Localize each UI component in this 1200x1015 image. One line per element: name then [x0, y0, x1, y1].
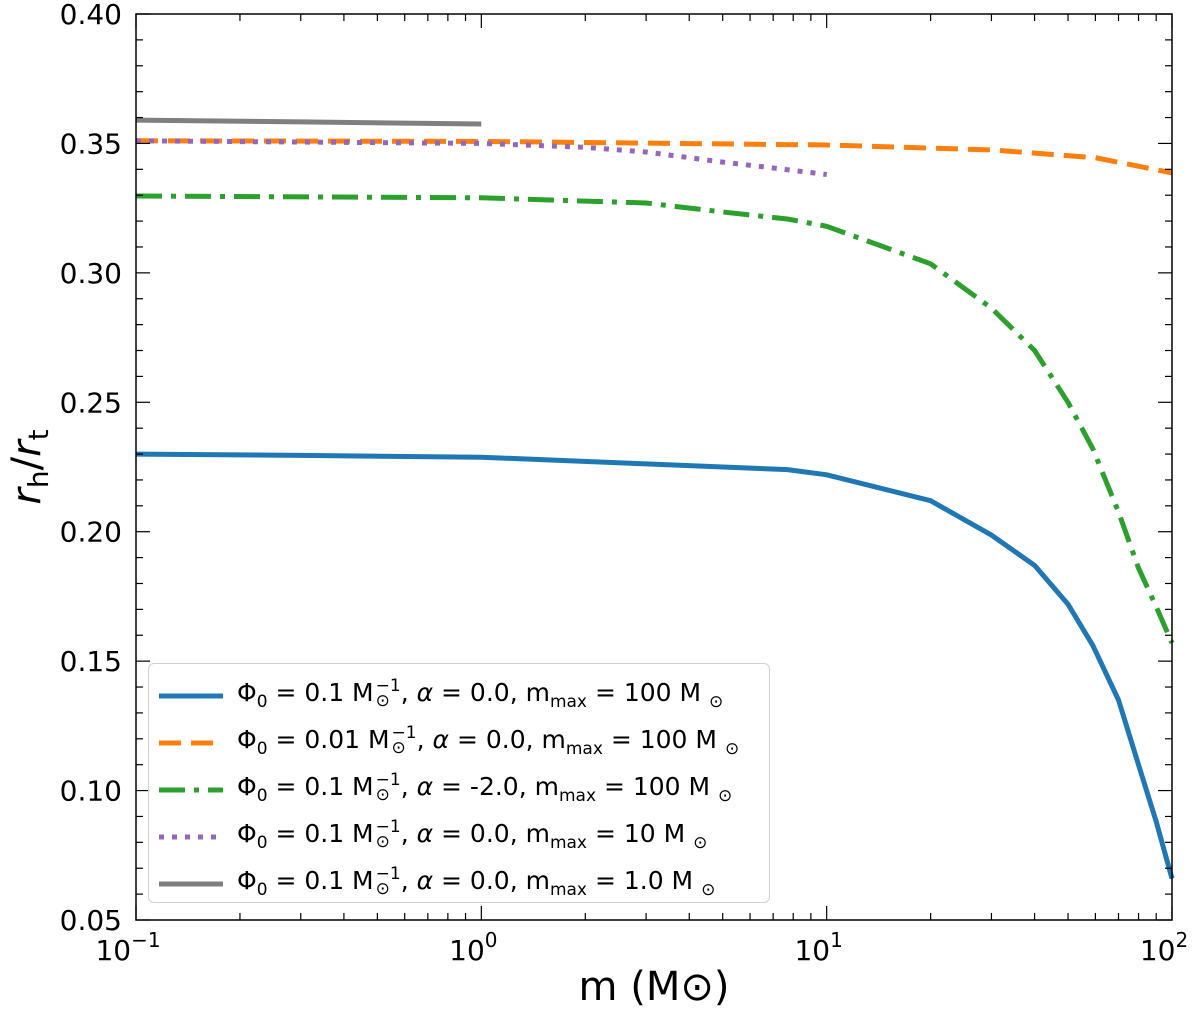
x-tick-label: 10−1 [95, 928, 160, 967]
legend-label: Φ0 = 0.1 M −1 ⊙, α = -2.0, mmax = 100 M ⊙ [237, 770, 733, 807]
series-line-3 [135, 193, 1175, 645]
legend-label: Φ0 = 0.1 M −1 ⊙, α = 0.0, mmax = 10 M ⊙ [237, 817, 708, 854]
legend-label: Φ0 = 0.1 M −1 ⊙, α = 0.0, mmax = 1.0 M ⊙ [237, 864, 716, 901]
y-tick-label: 0.15 [60, 645, 122, 678]
legend-swatch [159, 787, 223, 793]
x-tick-label: 101 [794, 928, 842, 967]
legend-entry: Φ0 = 0.1 M −1 ⊙, α = 0.0, mmax = 100 M ⊙ [149, 674, 769, 720]
legend-label: Φ0 = 0.01 M −1 ⊙, α = 0.0, mmax = 100 M ⊙ [237, 723, 740, 760]
y-tick-label: 0.30 [60, 257, 122, 290]
legend-swatch [159, 834, 223, 840]
series-line-5 [135, 117, 482, 127]
legend-swatch [159, 881, 223, 887]
legend-entry: Φ0 = 0.1 M −1 ⊙, α = -2.0, mmax = 100 M ⊙ [149, 768, 769, 814]
legend-label: Φ0 = 0.1 M −1 ⊙, α = 0.0, mmax = 100 M ⊙ [237, 676, 724, 713]
plot-frame [135, 13, 1173, 921]
series-line-1 [135, 451, 1175, 880]
legend: Φ0 = 0.1 M −1 ⊙, α = 0.0, mmax = 100 M ⊙ Φ0… [148, 663, 770, 903]
legend-entry: Φ0 = 0.01 M −1 ⊙, α = 0.0, mmax = 100 M ⊙ [149, 721, 769, 767]
x-tick-label: 102 [1140, 928, 1188, 967]
y-tick-label: 0.20 [60, 516, 122, 549]
legend-entry: Φ0 = 0.1 M −1 ⊙, α = 0.0, mmax = 10 M ⊙ [149, 815, 769, 861]
series-line-2 [135, 138, 1173, 176]
legend-swatch [159, 693, 223, 699]
y-tick-label: 0.10 [60, 775, 122, 808]
legend-swatch [159, 740, 223, 746]
y-tick-label: 0.05 [60, 904, 122, 937]
y-tick-label: 0.35 [60, 127, 122, 160]
legend-entry: Φ0 = 0.1 M −1 ⊙, α = 0.0, mmax = 1.0 M ⊙ [149, 862, 769, 908]
x-tick-label: 100 [449, 928, 497, 967]
y-axis-label: rh/rt [4, 429, 55, 504]
x-axis-label: m (M⊙) [579, 964, 730, 1010]
y-tick-label: 0.25 [60, 386, 122, 419]
y-tick-label: 0.40 [60, 0, 122, 31]
series-line-4 [135, 138, 828, 177]
